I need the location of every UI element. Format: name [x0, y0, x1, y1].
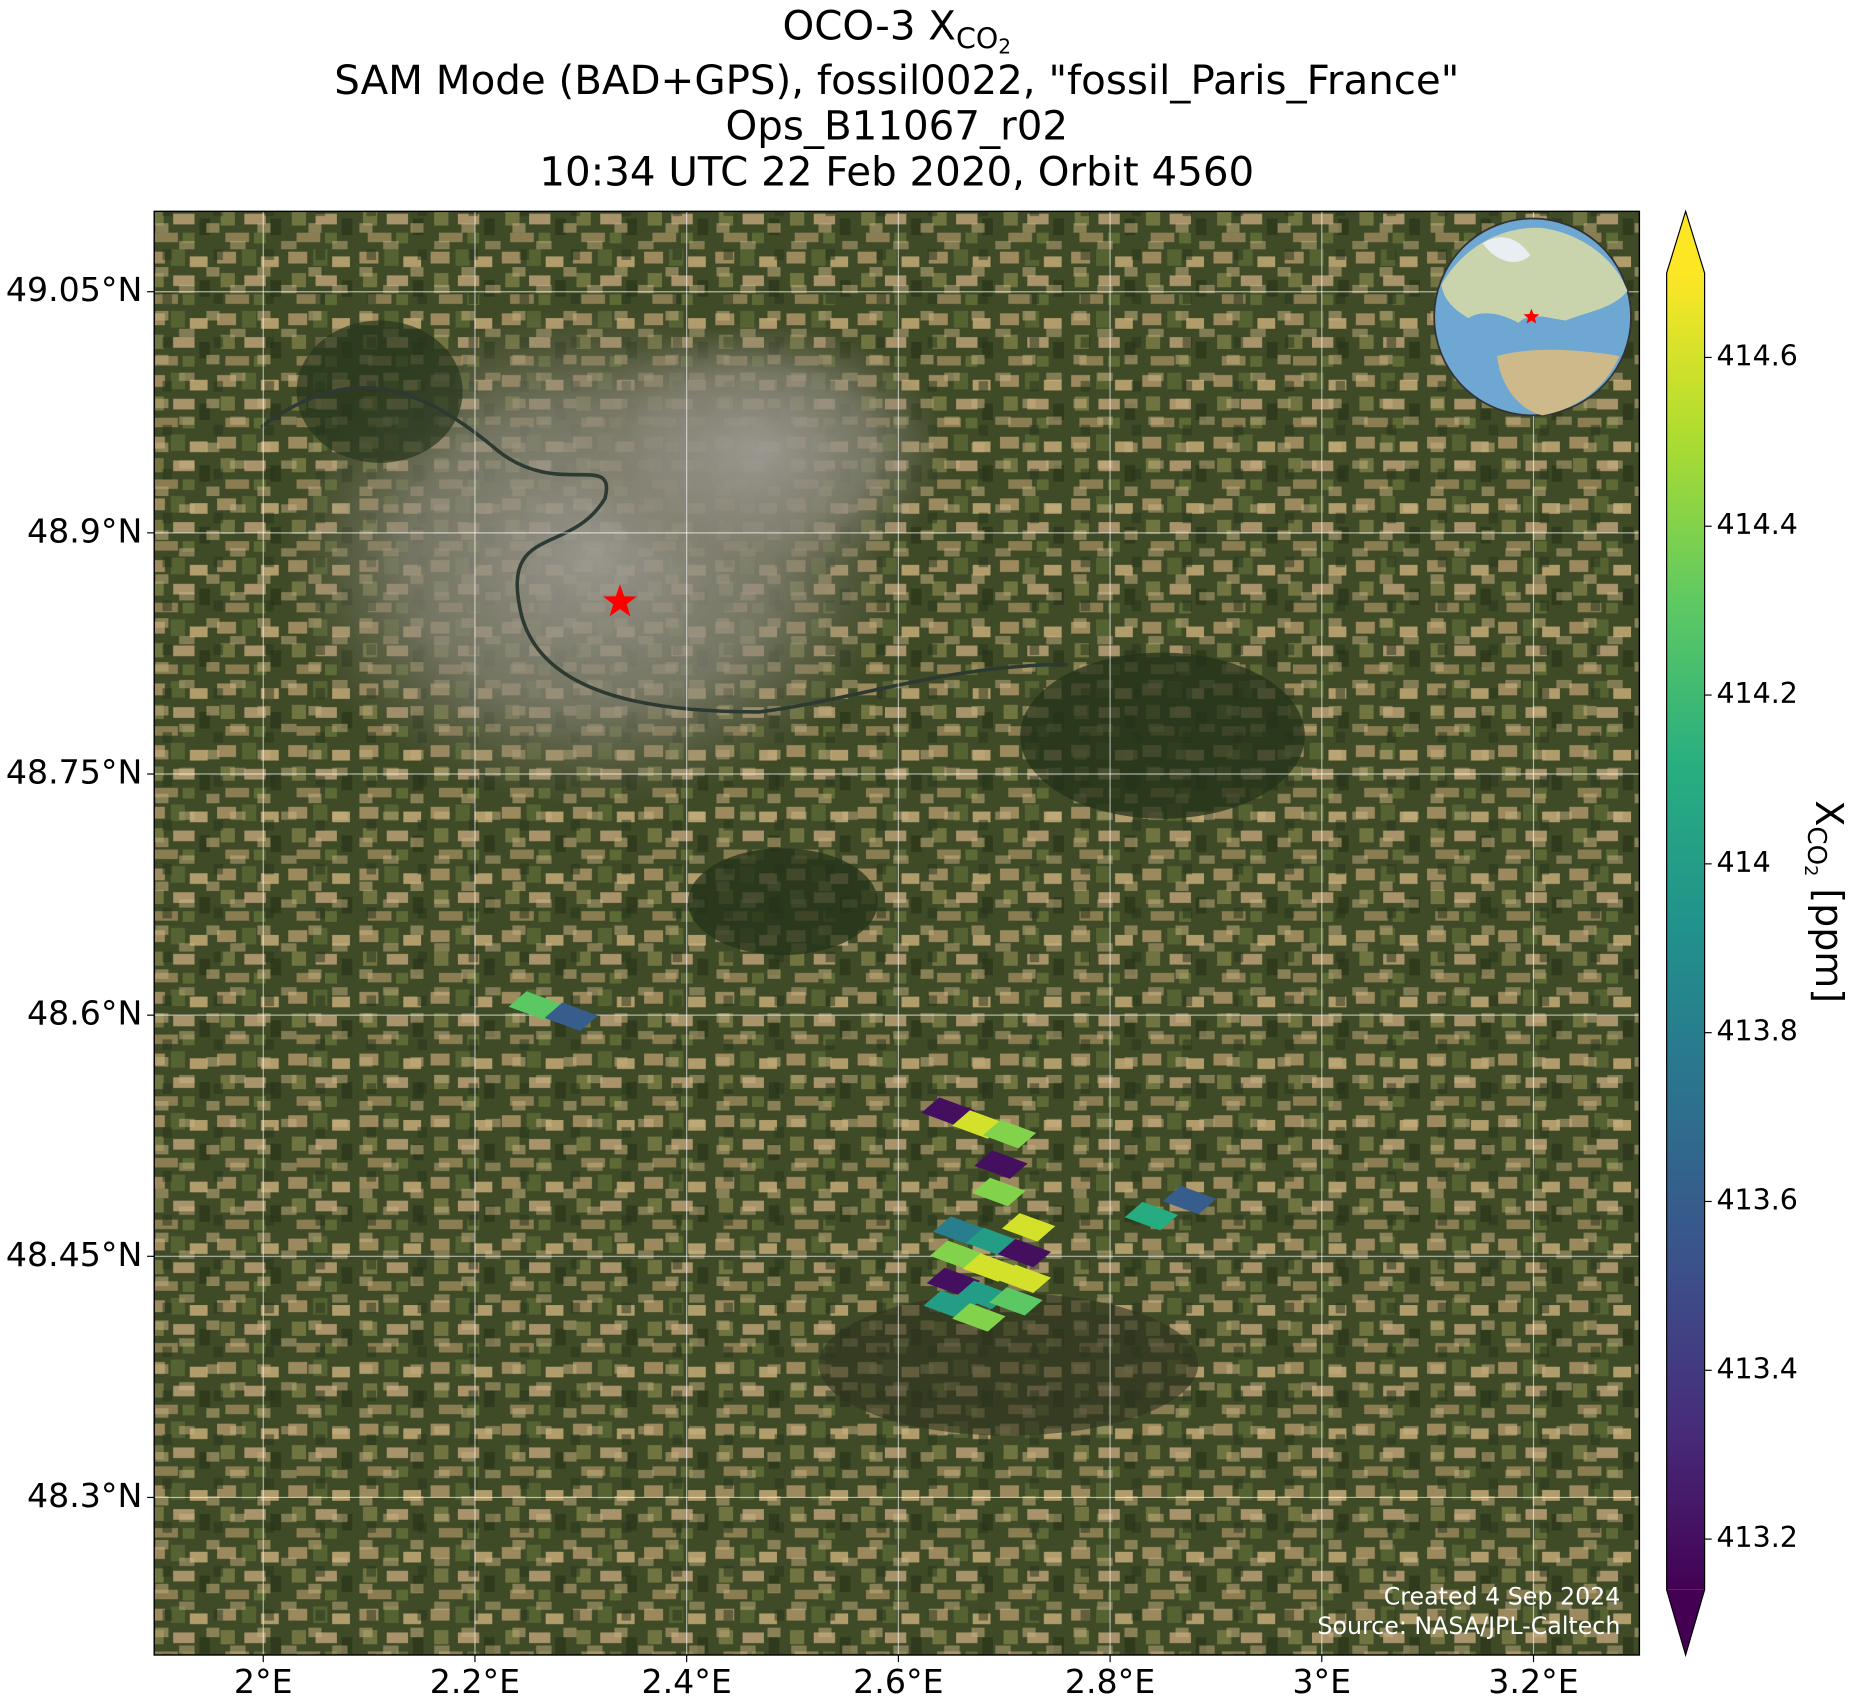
footprints	[508, 584, 1217, 1332]
colorbar-body	[1666, 273, 1705, 1590]
globe-marker	[1523, 308, 1540, 324]
graticule	[147, 211, 1640, 1663]
colorbar-tick-label: 414	[1716, 846, 1770, 879]
x-tick-label: 2.6°E	[853, 1662, 943, 1701]
footprint	[1124, 1201, 1179, 1231]
y-tick-label: 49.05°N	[6, 270, 143, 309]
x-tick-label: 3.2°E	[1488, 1662, 1578, 1701]
footprint	[989, 1287, 1043, 1316]
colorbar-tick-label: 414.2	[1716, 677, 1797, 710]
colorbar-label-subscript: 2	[1800, 865, 1821, 876]
x-tick-label: 2.8°E	[1065, 1662, 1155, 1701]
target-marker	[603, 584, 637, 617]
footprint	[544, 1002, 598, 1031]
plot-frame	[153, 210, 1641, 1656]
chart-subtitle: Ops_B11067_r02	[726, 102, 1069, 149]
y-tick-label: 48.3°N	[27, 1476, 142, 1515]
footprint	[1162, 1185, 1217, 1215]
colorbar-tick-label: 414.4	[1716, 508, 1797, 541]
title-subscript: CO	[956, 23, 998, 56]
colorbar-extend-min	[1666, 1589, 1705, 1655]
y-tick-label: 48.9°N	[27, 511, 142, 550]
title-subscript: 2	[998, 34, 1011, 58]
footprint	[1001, 1213, 1056, 1242]
colorbar-tick-label: 413.4	[1716, 1352, 1797, 1385]
footprint	[982, 1119, 1037, 1149]
footprint	[952, 1303, 1006, 1332]
x-tick-label: 2.2°E	[430, 1662, 520, 1701]
y-tick-label: 48.45°N	[6, 1235, 143, 1274]
x-tick-label: 2°E	[234, 1662, 293, 1701]
colorbar-tick-label: 414.6	[1716, 339, 1797, 372]
colorbar-outline	[1666, 209, 1706, 1658]
colorbar-tick-label: 413.6	[1716, 1183, 1797, 1216]
footprint	[972, 1177, 1026, 1207]
annotation: Source: NASA/JPL-Caltech	[1317, 1612, 1620, 1640]
colorbar-extend-max	[1666, 211, 1705, 274]
colorbar-label: XCO2 [ppm]	[1800, 800, 1851, 1003]
annotation: Created 4 Sep 2024	[1384, 1583, 1621, 1611]
colorbar-tick-label: 413.2	[1716, 1521, 1797, 1554]
footprint	[974, 1150, 1028, 1179]
footprint	[508, 991, 562, 1020]
footprint	[929, 1240, 984, 1269]
y-tick-label: 48.75°N	[6, 753, 143, 792]
chart-subtitle: SAM Mode (BAD+GPS), fossil0022, "fossil_…	[334, 57, 1459, 104]
title-text: OCO-3 X	[783, 3, 956, 50]
colorbar-label-unit: [ppm]	[1807, 888, 1851, 1003]
colorbar-tick-label: 413.8	[1716, 1015, 1797, 1048]
x-tick-label: 2.4°E	[641, 1662, 731, 1701]
colorbar-label-text: X	[1807, 800, 1851, 826]
colorbar-label-subscript: CO	[1802, 826, 1832, 865]
footprint	[997, 1264, 1052, 1294]
basemap	[154, 211, 1640, 1655]
footprint	[962, 1253, 1017, 1282]
colorbar: 413.2 413.4 413.6 413.8 414 414.2 414.4 414.6	[1666, 209, 1798, 1658]
footprint	[997, 1238, 1052, 1268]
y-tick-label: 48.6°N	[27, 994, 142, 1033]
chart-subtitle: 10:34 UTC 22 Feb 2020, Orbit 4560	[539, 149, 1254, 196]
chart-title: OCO-3 XCO2	[783, 3, 1012, 58]
x-tick-label: 3°E	[1292, 1662, 1351, 1701]
